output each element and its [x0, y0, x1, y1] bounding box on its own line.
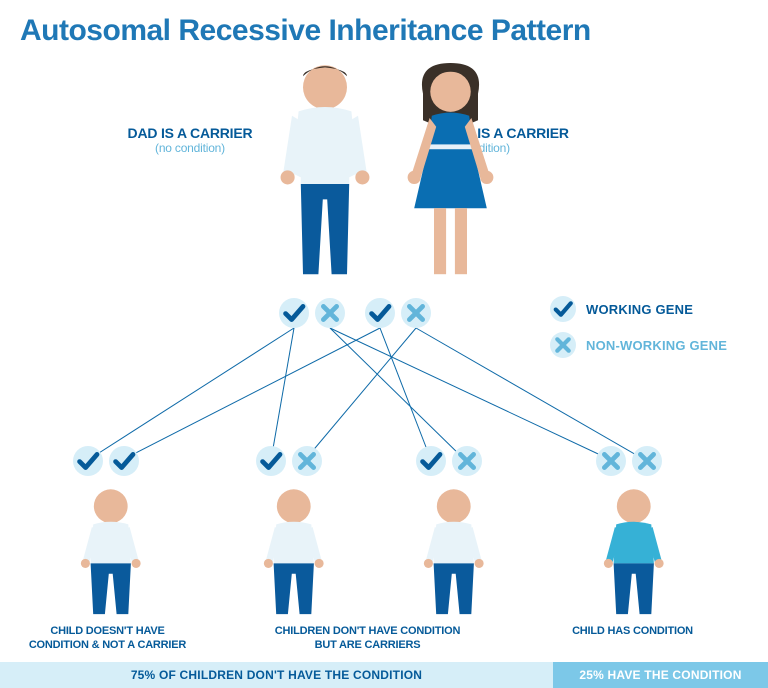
child-1-gene-row [73, 446, 139, 476]
nonworking-gene-icon [550, 332, 576, 358]
working-gene-icon [550, 296, 576, 322]
legend-nonworking: NON-WORKING GENE [550, 332, 727, 358]
mom-figure [390, 63, 511, 283]
child-2-figure [258, 488, 330, 618]
dad-gene-row [279, 298, 345, 328]
working-gene-icon [416, 446, 446, 476]
child-1-figure [75, 488, 147, 618]
child-1-label: CHILD DOESN'T HAVE CONDITION & NOT A CAR… [10, 625, 205, 653]
diagram-stage: DAD IS A CARRIER (no condition) MOM IS A… [0, 0, 768, 688]
mom-gene-row [365, 298, 431, 328]
child-3-gene-row [416, 446, 482, 476]
footer-no-condition: 75% OF CHILDREN DON'T HAVE THE CONDITION [0, 662, 553, 688]
working-gene-icon [256, 446, 286, 476]
nonworking-gene-icon [452, 446, 482, 476]
dad-label: DAD IS A CARRIER (no condition) [110, 125, 270, 155]
working-gene-icon [365, 298, 395, 328]
working-gene-icon [73, 446, 103, 476]
probability-footer: 75% OF CHILDREN DON'T HAVE THE CONDITION… [0, 662, 768, 688]
child-4-figure [598, 488, 670, 618]
nonworking-gene-icon [315, 298, 345, 328]
child-2-gene-row [256, 446, 322, 476]
footer-has-condition: 25% HAVE THE CONDITION [553, 662, 768, 688]
gene-legend: WORKING GENE NON-WORKING GENE [550, 296, 727, 368]
nonworking-gene-icon [292, 446, 322, 476]
nonworking-gene-icon [632, 446, 662, 476]
child-3-figure [418, 488, 490, 618]
nonworking-gene-icon [401, 298, 431, 328]
working-gene-icon [279, 298, 309, 328]
working-gene-icon [109, 446, 139, 476]
nonworking-gene-icon [596, 446, 626, 476]
dad-figure [270, 63, 380, 283]
child-4-gene-row [596, 446, 662, 476]
child-4-label: CHILD HAS CONDITION [540, 625, 725, 639]
legend-working: WORKING GENE [550, 296, 727, 322]
child-2-3-label: CHILDREN DON'T HAVE CONDITION BUT ARE CA… [205, 625, 530, 653]
